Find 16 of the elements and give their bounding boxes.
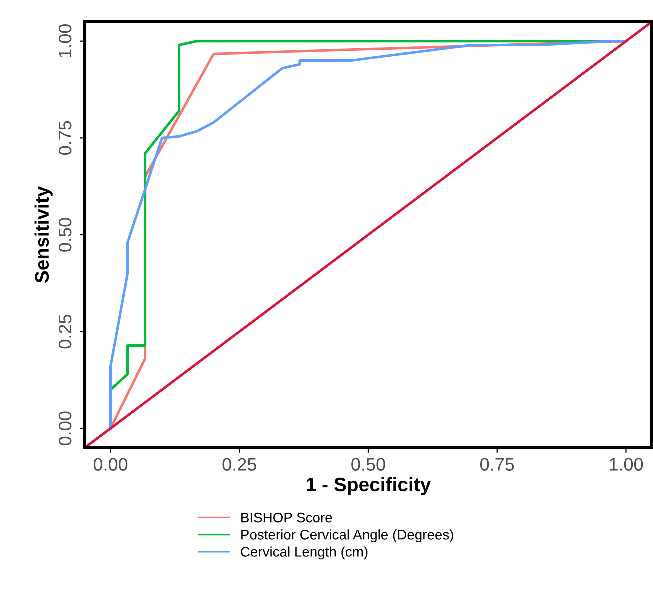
- y-tick-label: 0.00: [58, 412, 72, 446]
- x-tick-label: 0.75: [480, 458, 514, 471]
- x-axis-title: 1 - Specificity: [307, 477, 432, 496]
- line-series: [110, 40, 628, 430]
- y-tick-label: 0.25: [58, 315, 72, 349]
- x-tick-label: 0.50: [352, 458, 386, 471]
- legend-label: BISHOP Score: [242, 512, 332, 523]
- y-tick-label: 0.50: [58, 218, 72, 252]
- x-tick-label: 0.25: [222, 458, 256, 471]
- legend-label: Posterior Cervical Angle (Degrees): [242, 530, 454, 543]
- y-tick-label: 1.00: [58, 24, 72, 58]
- x-tick-label: 0.00: [94, 458, 128, 471]
- y-axis-title: Sensitivity: [34, 186, 53, 284]
- x-tick-label: 1.00: [610, 458, 644, 471]
- legend-label: Cervical Length (cm): [241, 546, 368, 560]
- y-tick-label: 0.75: [58, 121, 72, 156]
